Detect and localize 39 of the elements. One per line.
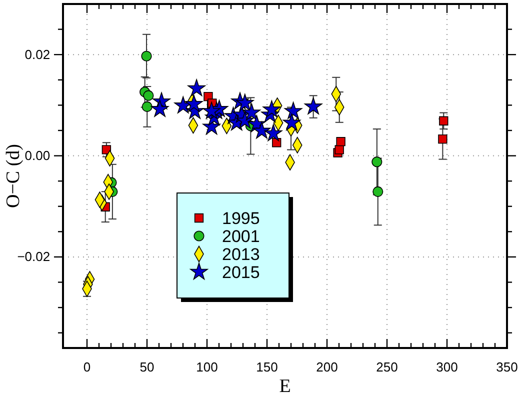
x-tick-label: 300	[436, 359, 458, 374]
point	[336, 137, 346, 146]
point	[143, 90, 154, 101]
legend-label: 2013	[222, 245, 260, 264]
x-axis-title: E	[279, 376, 291, 396]
point	[372, 186, 384, 197]
point	[372, 156, 382, 168]
point	[202, 102, 220, 119]
y-tick-label: 0.02	[24, 46, 50, 62]
y-axis-title: O−C (d)	[3, 144, 24, 208]
point	[150, 100, 169, 117]
point	[188, 79, 206, 96]
point	[334, 145, 344, 154]
x-tick-label: 150	[256, 359, 278, 374]
point	[185, 94, 203, 112]
point	[264, 124, 282, 142]
point	[242, 103, 261, 120]
legend-label: 2001	[222, 227, 260, 246]
point	[141, 50, 152, 62]
point	[142, 101, 152, 112]
x-tick-label: 50	[140, 359, 154, 374]
point	[236, 94, 254, 111]
legend-label: 2015	[222, 263, 260, 282]
point	[282, 114, 301, 131]
legend-label: 1995	[222, 209, 260, 228]
point	[262, 100, 281, 118]
x-tick-label: 100	[196, 359, 218, 374]
x-tick-label: 250	[376, 359, 398, 374]
x-tick-label: 200	[316, 359, 338, 374]
point	[284, 102, 302, 119]
x-tick-label: 0	[83, 359, 91, 374]
point	[439, 116, 448, 126]
point	[236, 112, 254, 129]
point	[252, 122, 271, 139]
x-tick-label: 350	[496, 359, 518, 374]
point	[438, 134, 448, 144]
y-tick-label: 0.00	[24, 148, 50, 163]
point	[304, 97, 322, 114]
y-tick-label: −0.02	[17, 249, 50, 264]
